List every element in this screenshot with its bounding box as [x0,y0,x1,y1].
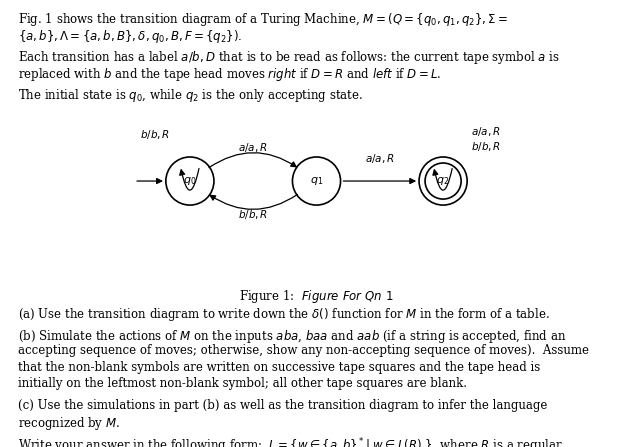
Text: $a/a, R$: $a/a, R$ [238,141,268,154]
Text: $q_0$: $q_0$ [183,175,197,187]
Text: replaced with $b$ and the tape head moves $\mathit{right}$ if $D = R$ and $\math: replaced with $b$ and the tape head move… [18,66,441,83]
Text: that the non-blank symbols are written on successive tape squares and the tape h: that the non-blank symbols are written o… [18,361,540,374]
Text: $a/a, R$: $a/a, R$ [471,125,501,139]
Text: (b) Simulate the actions of $M$ on the inputs $aba$, $baa$ and $aab$ (if a strin: (b) Simulate the actions of $M$ on the i… [18,328,566,345]
Text: initially on the leftmost non-blank symbol; all other tape squares are blank.: initially on the leftmost non-blank symb… [18,377,467,390]
Text: Figure 1:  $\mathit{Figure\ For\ Qn\ 1}$: Figure 1: $\mathit{Figure\ For\ Qn\ 1}$ [239,288,394,305]
Text: Each transition has a label $a/b, D$ that is to be read as follows: the current : Each transition has a label $a/b, D$ tha… [18,49,560,66]
Text: $q_2$: $q_2$ [437,175,449,187]
Text: Fig. 1 shows the transition diagram of a Turing Machine, $M = (Q = \{q_0, q_1, q: Fig. 1 shows the transition diagram of a… [18,11,508,28]
Text: (c) Use the simulations in part (b) as well as the transition diagram to infer t: (c) Use the simulations in part (b) as w… [18,399,547,412]
Text: (a) Use the transition diagram to write down the $\delta()$ function for $M$ in : (a) Use the transition diagram to write … [18,306,549,323]
Text: $q_1$: $q_1$ [310,175,323,187]
Text: $\{a, b\}, \Lambda = \{a, b, B\}, \delta, q_0, B, F = \{q_2\}).$: $\{a, b\}, \Lambda = \{a, b, B\}, \delta… [18,28,242,45]
Text: accepting sequence of moves; otherwise, show any non-accepting sequence of moves: accepting sequence of moves; otherwise, … [18,344,589,357]
Text: $a/a, R$: $a/a, R$ [365,152,395,165]
Text: $b/b, R$: $b/b, R$ [238,208,268,221]
Text: Write your answer in the following form:  $L = \{w \in \{a, b\}^*|\ w \in L(R)\ : Write your answer in the following form:… [18,437,563,447]
Text: $b/b, R$: $b/b, R$ [471,140,501,153]
Text: The initial state is $q_0$, while $q_2$ is the only accepting state.: The initial state is $q_0$, while $q_2$ … [18,87,363,104]
Text: recognized by $M$.: recognized by $M$. [18,415,120,432]
Text: $b/b, R$: $b/b, R$ [140,127,170,141]
